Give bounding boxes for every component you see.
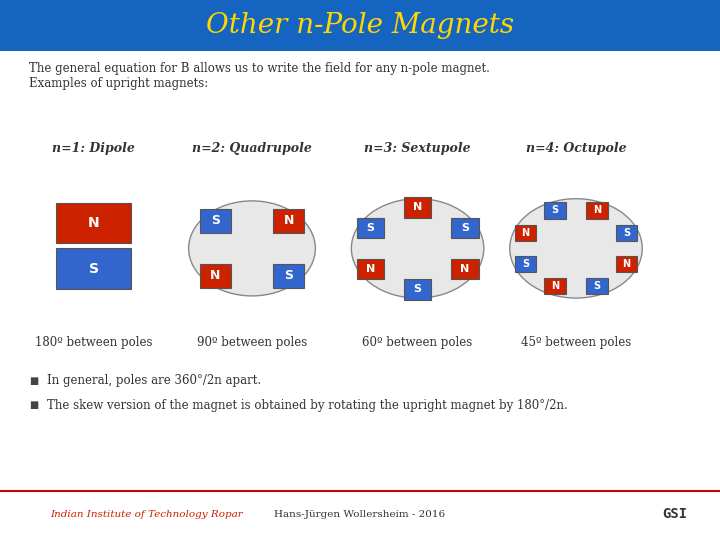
Text: GSI: GSI bbox=[662, 507, 688, 521]
Text: N: N bbox=[460, 264, 469, 274]
Text: Hans-Jürgen Wollersheim - 2016: Hans-Jürgen Wollersheim - 2016 bbox=[274, 510, 446, 518]
Text: N: N bbox=[284, 214, 294, 227]
Polygon shape bbox=[586, 202, 608, 219]
Text: N: N bbox=[210, 269, 220, 282]
Polygon shape bbox=[56, 202, 132, 243]
Polygon shape bbox=[451, 259, 479, 279]
Polygon shape bbox=[273, 264, 305, 288]
Circle shape bbox=[189, 201, 315, 296]
Polygon shape bbox=[544, 202, 566, 219]
Text: S: S bbox=[284, 269, 293, 282]
Text: 60º between poles: 60º between poles bbox=[362, 336, 473, 349]
Text: n=2: Quadrupole: n=2: Quadrupole bbox=[192, 142, 312, 155]
Polygon shape bbox=[515, 256, 536, 272]
Polygon shape bbox=[616, 256, 637, 272]
Polygon shape bbox=[56, 248, 132, 289]
Polygon shape bbox=[199, 209, 231, 233]
Text: S: S bbox=[552, 206, 559, 215]
Text: n=3: Sextupole: n=3: Sextupole bbox=[364, 142, 471, 155]
Polygon shape bbox=[356, 259, 384, 279]
Polygon shape bbox=[404, 279, 431, 300]
Text: The skew version of the magnet is obtained by rotating the upright magnet by 180: The skew version of the magnet is obtain… bbox=[47, 399, 567, 411]
Text: S: S bbox=[593, 281, 600, 291]
Polygon shape bbox=[199, 264, 231, 288]
Text: S: S bbox=[211, 214, 220, 227]
Text: S: S bbox=[89, 262, 99, 275]
Text: ■: ■ bbox=[29, 376, 38, 386]
Text: Other n-Pole Magnets: Other n-Pole Magnets bbox=[206, 12, 514, 39]
Circle shape bbox=[510, 199, 642, 298]
Text: N: N bbox=[366, 264, 375, 274]
Polygon shape bbox=[356, 218, 384, 238]
Text: Indian Institute of Technology Ropar: Indian Institute of Technology Ropar bbox=[50, 510, 243, 518]
Text: ■: ■ bbox=[29, 400, 38, 410]
Text: N: N bbox=[593, 206, 601, 215]
Text: The general equation for B allows us to write the field for any n-pole magnet.
E: The general equation for B allows us to … bbox=[29, 62, 490, 90]
Text: S: S bbox=[461, 223, 469, 233]
Polygon shape bbox=[616, 225, 637, 241]
Polygon shape bbox=[586, 278, 608, 294]
Text: N: N bbox=[88, 216, 99, 229]
Text: 45º between poles: 45º between poles bbox=[521, 336, 631, 349]
Polygon shape bbox=[544, 278, 566, 294]
FancyBboxPatch shape bbox=[0, 0, 720, 51]
Circle shape bbox=[351, 199, 484, 298]
Text: S: S bbox=[522, 259, 529, 269]
Polygon shape bbox=[515, 225, 536, 241]
Text: S: S bbox=[366, 223, 374, 233]
Text: N: N bbox=[623, 259, 631, 269]
Text: n=1: Dipole: n=1: Dipole bbox=[52, 142, 135, 155]
Text: N: N bbox=[413, 202, 422, 212]
Text: 90º between poles: 90º between poles bbox=[197, 336, 307, 349]
Text: 180º between poles: 180º between poles bbox=[35, 336, 153, 349]
Text: n=4: Octupole: n=4: Octupole bbox=[526, 142, 626, 155]
Text: N: N bbox=[521, 228, 529, 238]
Text: S: S bbox=[623, 228, 630, 238]
Polygon shape bbox=[404, 197, 431, 218]
Text: In general, poles are 360°/2n apart.: In general, poles are 360°/2n apart. bbox=[47, 374, 261, 387]
Text: S: S bbox=[413, 285, 422, 294]
Polygon shape bbox=[451, 218, 479, 238]
Text: N: N bbox=[551, 281, 559, 291]
Polygon shape bbox=[273, 209, 305, 233]
